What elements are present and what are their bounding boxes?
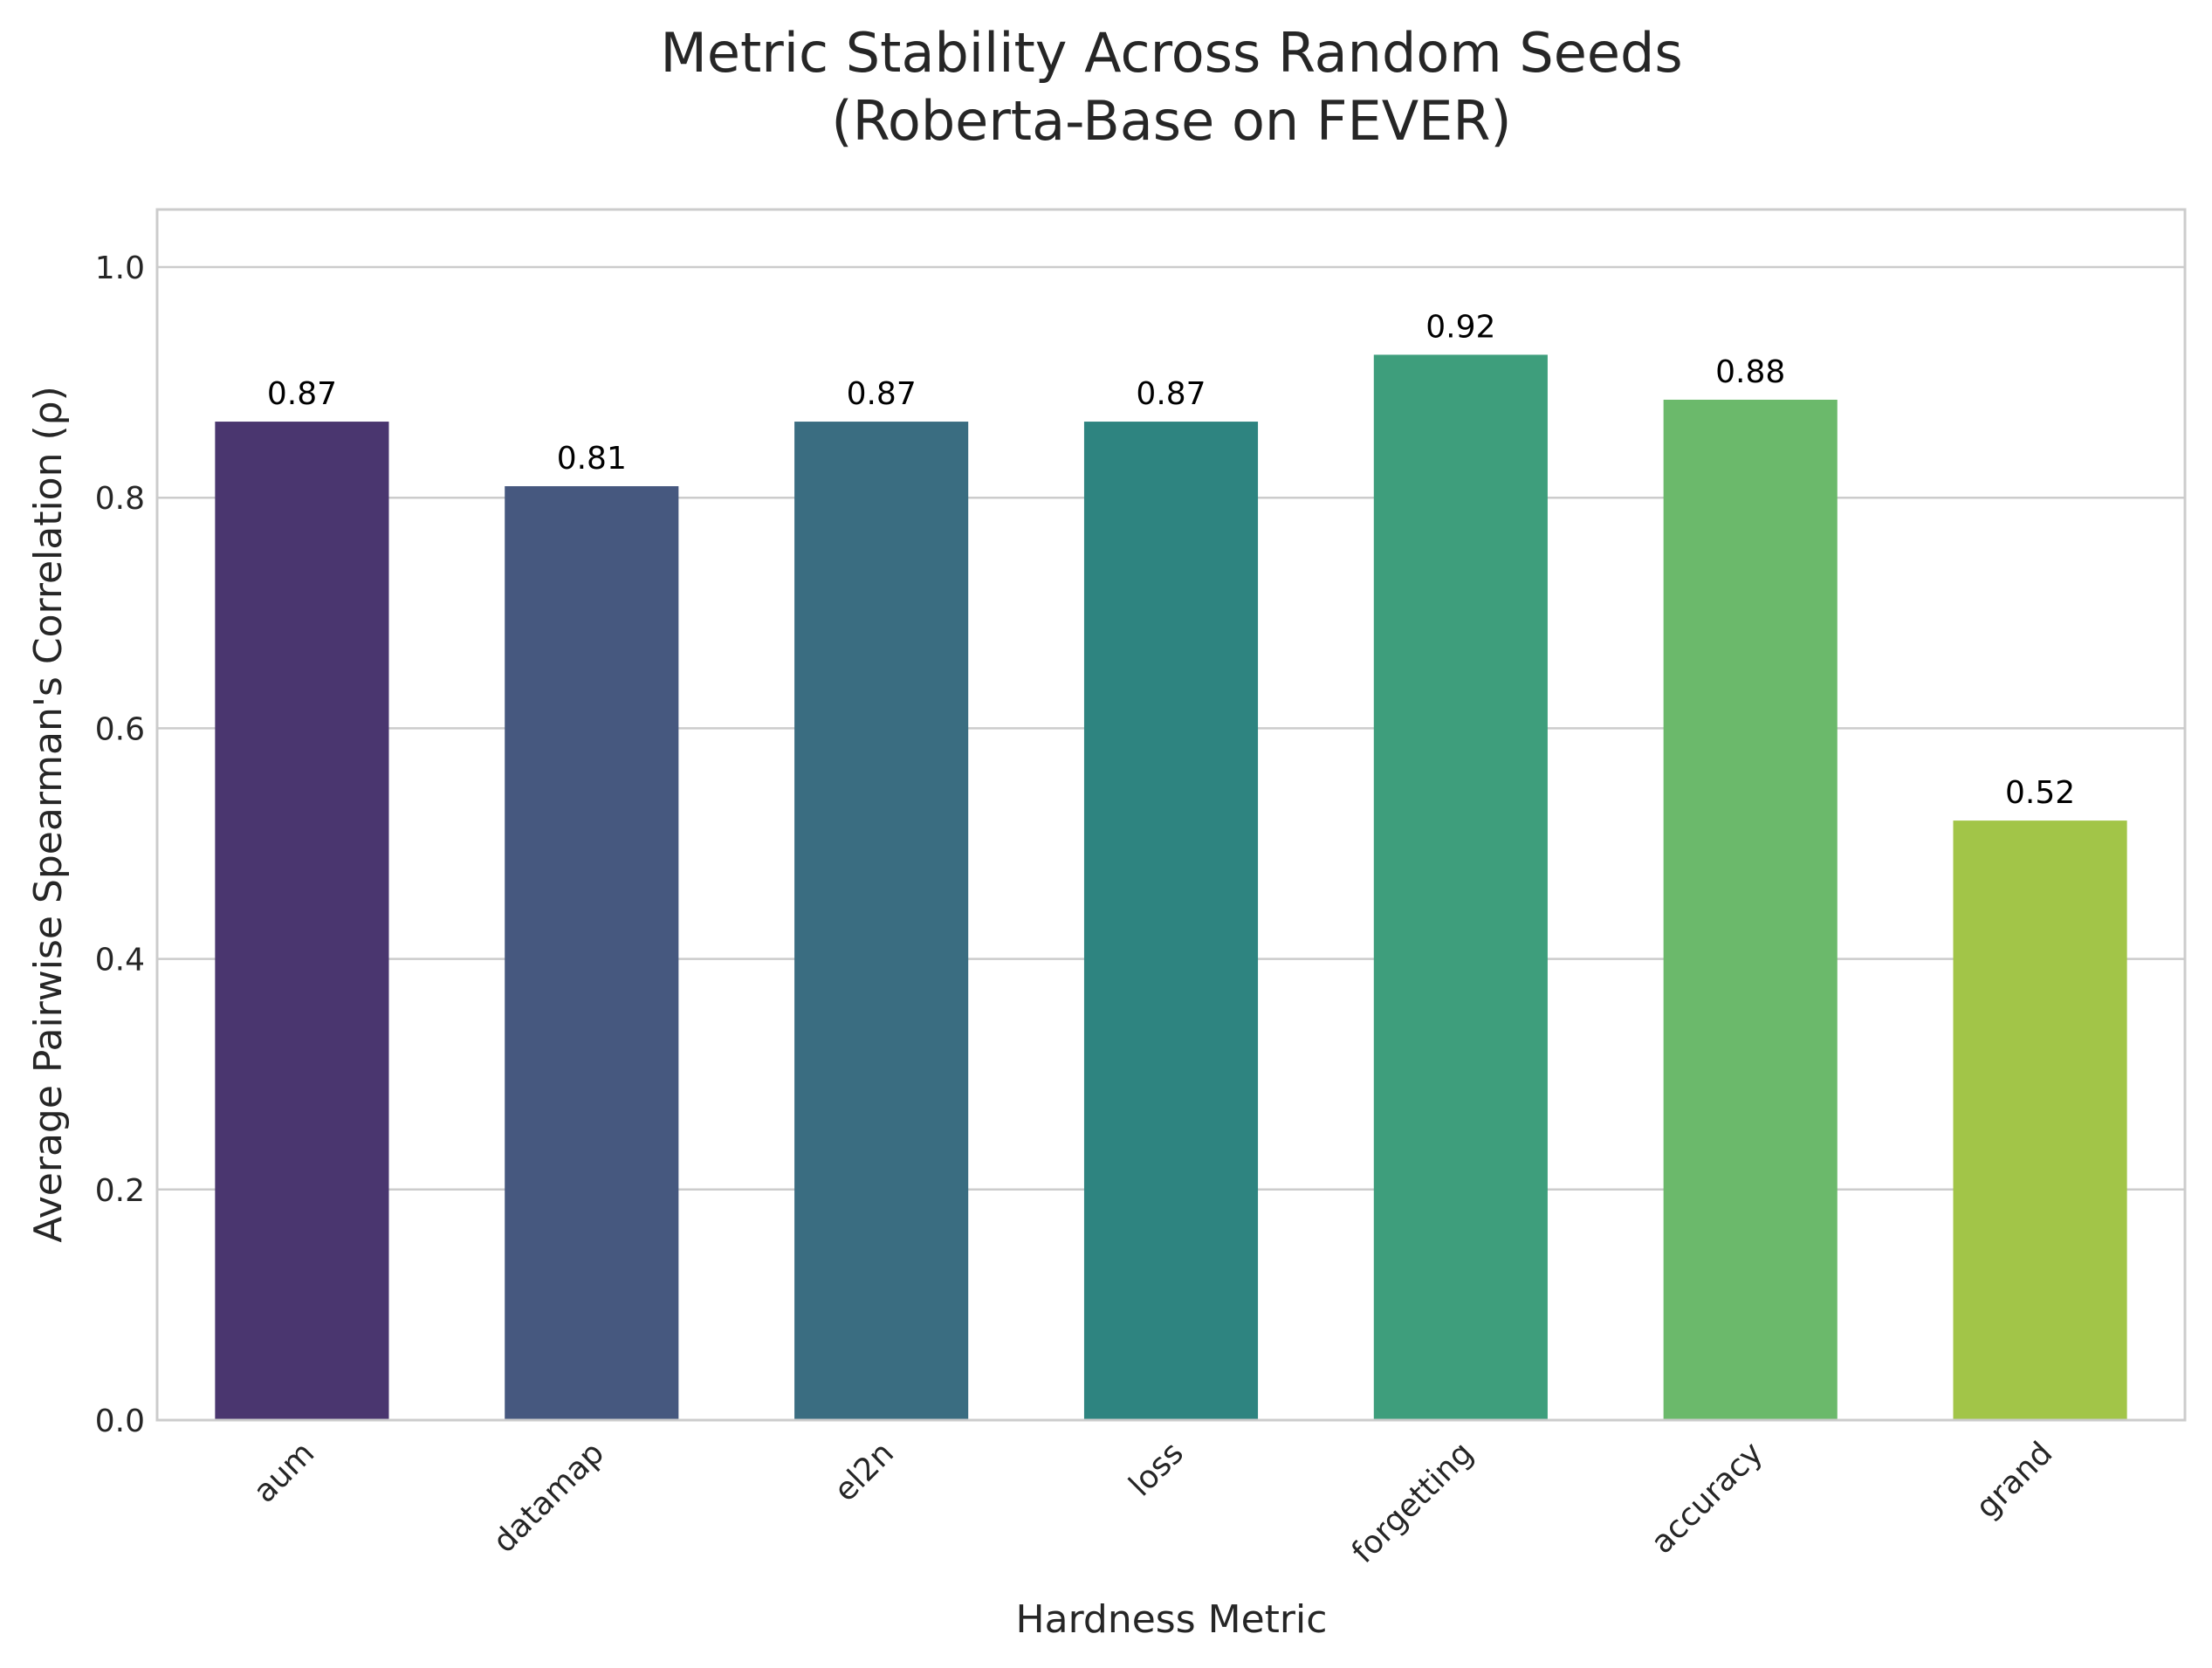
data-label-grand: 0.52 (2005, 775, 2075, 811)
x-tick-label-loss: loss (1123, 1435, 1191, 1503)
data-label-aum: 0.87 (267, 376, 337, 412)
data-label-datamap: 0.81 (557, 441, 627, 477)
bars (215, 354, 2127, 1421)
bar-datamap (505, 486, 679, 1420)
x-tick-labels: aum datamap el2n loss forgetting accuracy gran… (247, 1435, 2060, 1570)
x-tick-label-forgetting: forgetting (1345, 1435, 1480, 1570)
x-tick-label-accuracy: accuracy (1645, 1435, 1770, 1561)
bar-loss (1083, 422, 1259, 1421)
bar-accuracy (1663, 399, 1838, 1420)
bar-aum (215, 422, 389, 1421)
data-labels: 0.87 0.81 0.87 0.87 0.92 0.88 0.52 (267, 309, 2075, 811)
plot-frame (155, 208, 2187, 1422)
data-label-forgetting: 0.92 (1425, 309, 1495, 345)
bar-forgetting (1373, 354, 1548, 1421)
y-tick-label: 1.0 (95, 251, 145, 286)
bar-el2n (794, 422, 969, 1421)
data-label-accuracy: 0.88 (1715, 354, 1785, 390)
x-tick-label-datamap: datamap (486, 1435, 611, 1560)
y-tick-label: 0.4 (95, 943, 145, 978)
data-label-loss: 0.87 (1136, 376, 1206, 412)
y-tick-label: 0.8 (95, 481, 145, 517)
x-tick-label-el2n: el2n (828, 1435, 901, 1508)
x-tick-label-aum: aum (247, 1435, 322, 1510)
chart-title-line1: Metric Stability Across Random Seeds (660, 21, 1682, 85)
y-tick-label: 0.6 (95, 711, 145, 747)
y-tick-labels: 0.0 0.2 0.4 0.6 0.8 1.0 (95, 251, 145, 1439)
data-label-el2n: 0.87 (847, 376, 917, 412)
bar-grand (1953, 820, 2127, 1420)
x-tick-label-grand: grand (1969, 1435, 2060, 1526)
x-axis-label: Hardness Metric (1016, 1597, 1328, 1642)
y-axis-label: Average Pairwise Spearman's Correlation … (26, 386, 71, 1243)
y-tick-label: 0.0 (95, 1404, 145, 1439)
y-tick-label: 0.2 (95, 1173, 145, 1209)
chart-title-line2: (Roberta-Base on FEVER) (831, 89, 1511, 153)
